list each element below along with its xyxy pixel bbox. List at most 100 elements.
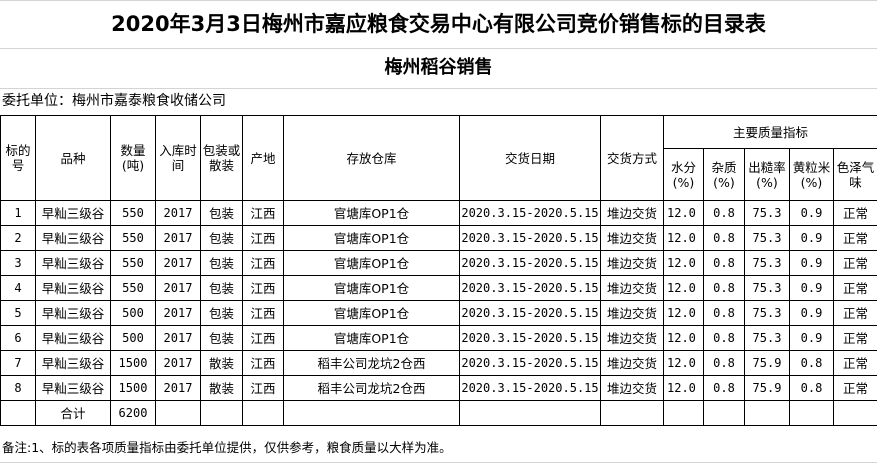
cell-packaging: 包装: [200, 200, 243, 226]
page-title: 2020年3月3日梅州市嘉应粮食交易中心有限公司竞价销售标的目录表: [0, 0, 877, 49]
cell-quantity: 1500: [110, 350, 156, 376]
cell-moisture: 12.0: [663, 325, 704, 351]
cell-yellow-rice: 0.8: [789, 375, 834, 401]
cell-variety: 早籼三级谷: [35, 300, 111, 326]
cell-yellow-rice: 0.9: [789, 300, 834, 326]
cell-origin: 江西: [242, 300, 284, 326]
cell-delivery-method: 堆边交货: [600, 350, 664, 376]
cell-packaging: 包装: [200, 300, 243, 326]
cell-delivery-method: 堆边交货: [600, 200, 664, 226]
cell-warehouse: 官塘库OP1仓: [283, 250, 460, 276]
cell-delivery-method: 堆边交货: [600, 225, 664, 251]
header-variety: 品种: [35, 115, 111, 201]
cell-delivery-method: 堆边交货: [600, 275, 664, 301]
page-subtitle: 梅州稻谷销售: [0, 48, 877, 89]
header-moisture: 水分(%): [663, 148, 704, 201]
cell-variety: 早籼三级谷: [35, 325, 111, 351]
cell-color-odor: 正常: [833, 275, 877, 301]
cell-quantity: 500: [110, 300, 156, 326]
cell-yellow-rice: 0.9: [789, 275, 834, 301]
cell-delivery-date: 2020.3.15-2020.5.15: [459, 225, 601, 251]
cell-impurity: 0.8: [703, 325, 745, 351]
cell-origin: 江西: [242, 250, 284, 276]
cell-color-odor: 正常: [833, 225, 877, 251]
header-quantity: 数量(吨): [110, 115, 156, 201]
table-row: 8 早籼三级谷 1500 2017 散装 江西 稻丰公司龙坑2仓西 2020.3.15-202…: [0, 375, 877, 401]
lot-catalog-table: 标的号 品种 数量(吨) 入库时间 包装或散装 产地 存放仓库 交货日期 交货方…: [0, 115, 877, 426]
cell-impurity: 0.8: [703, 275, 745, 301]
cell-brown-rice-yield: 75.9: [744, 350, 790, 376]
cell-yellow-rice: 0.9: [789, 250, 834, 276]
cell-quantity: 550: [110, 250, 156, 276]
cell-packaging: 包装: [200, 225, 243, 251]
cell-packaging: 散装: [200, 350, 243, 376]
cell-warehouse: 稻丰公司龙坑2仓西: [283, 375, 460, 401]
cell-storage-time: 2017: [155, 250, 201, 276]
cell-variety: 早籼三级谷: [35, 200, 111, 226]
cell-impurity: 0.8: [703, 250, 745, 276]
table-row: 6 早籼三级谷 500 2017 包装 江西 官塘库OP1仓 2020.3.15-2020.5…: [0, 325, 877, 351]
cell-moisture: 12.0: [663, 375, 704, 401]
header-impurity: 杂质(%): [703, 148, 745, 201]
header-warehouse: 存放仓库: [283, 115, 460, 201]
cell-lot-no: 1: [0, 200, 36, 226]
header-storage-time: 入库时间: [155, 115, 201, 201]
cell-quantity: 550: [110, 275, 156, 301]
cell-moisture: 12.0: [663, 275, 704, 301]
cell-origin: 江西: [242, 375, 284, 401]
cell-storage-time: 2017: [155, 275, 201, 301]
cell-variety: 早籼三级谷: [35, 225, 111, 251]
cell-origin: 江西: [242, 325, 284, 351]
cell-color-odor: 正常: [833, 250, 877, 276]
total-label: 合计: [35, 400, 111, 426]
table-row: 2 早籼三级谷 550 2017 包装 江西 官塘库OP1仓 2020.3.15-2020.5…: [0, 225, 877, 251]
cell-variety: 早籼三级谷: [35, 350, 111, 376]
consignor-label: 委托单位：梅州市嘉泰粮食收储公司: [2, 93, 226, 109]
cell-impurity: 0.8: [703, 375, 745, 401]
cell-brown-rice-yield: 75.3: [744, 300, 790, 326]
cell-quantity: 500: [110, 325, 156, 351]
cell-delivery-method: 堆边交货: [600, 250, 664, 276]
cell-color-odor: 正常: [833, 350, 877, 376]
cell-brown-rice-yield: 75.3: [744, 200, 790, 226]
cell-lot-no: 7: [0, 350, 36, 376]
cell-variety: 早籼三级谷: [35, 275, 111, 301]
cell-storage-time: 2017: [155, 325, 201, 351]
cell-delivery-date: 2020.3.15-2020.5.15: [459, 375, 601, 401]
header-delivery-date: 交货日期: [459, 115, 601, 201]
cell-color-odor: 正常: [833, 200, 877, 226]
cell-impurity: 0.8: [703, 350, 745, 376]
table-row: 5 早籼三级谷 500 2017 包装 江西 官塘库OP1仓 2020.3.15-2020.5…: [0, 300, 877, 326]
header-yellow-rice: 黄粒米(%): [789, 148, 834, 201]
cell-delivery-method: 堆边交货: [600, 375, 664, 401]
header-lot-no: 标的号: [0, 115, 36, 201]
total-quantity: 6200: [110, 400, 156, 426]
cell-packaging: 包装: [200, 325, 243, 351]
cell-warehouse: 官塘库OP1仓: [283, 325, 460, 351]
header-origin: 产地: [242, 115, 284, 201]
header-delivery-method: 交货方式: [600, 115, 664, 201]
cell-impurity: 0.8: [703, 225, 745, 251]
cell-moisture: 12.0: [663, 250, 704, 276]
header-color-odor: 色泽气味: [833, 148, 877, 201]
cell-storage-time: 2017: [155, 375, 201, 401]
cell-delivery-date: 2020.3.15-2020.5.15: [459, 350, 601, 376]
cell-lot-no: 4: [0, 275, 36, 301]
cell-variety: 早籼三级谷: [35, 375, 111, 401]
table-row: 3 早籼三级谷 550 2017 包装 江西 官塘库OP1仓 2020.3.15-2020.5…: [0, 250, 877, 276]
cell-packaging: 包装: [200, 250, 243, 276]
cell-yellow-rice: 0.9: [789, 200, 834, 226]
cell-lot-no: 6: [0, 325, 36, 351]
header-quality-group: 主要质量指标: [663, 115, 877, 149]
cell-warehouse: 官塘库OP1仓: [283, 275, 460, 301]
cell-delivery-date: 2020.3.15-2020.5.15: [459, 250, 601, 276]
cell-moisture: 12.0: [663, 300, 704, 326]
total-row: 合计 6200: [0, 400, 877, 426]
cell-origin: 江西: [242, 200, 284, 226]
cell-lot-no: 3: [0, 250, 36, 276]
cell-warehouse: 官塘库OP1仓: [283, 225, 460, 251]
cell-delivery-method: 堆边交货: [600, 325, 664, 351]
cell-delivery-date: 2020.3.15-2020.5.15: [459, 200, 601, 226]
cell-moisture: 12.0: [663, 350, 704, 376]
table-row: 4 早籼三级谷 550 2017 包装 江西 官塘库OP1仓 2020.3.15-2020.5…: [0, 275, 877, 301]
